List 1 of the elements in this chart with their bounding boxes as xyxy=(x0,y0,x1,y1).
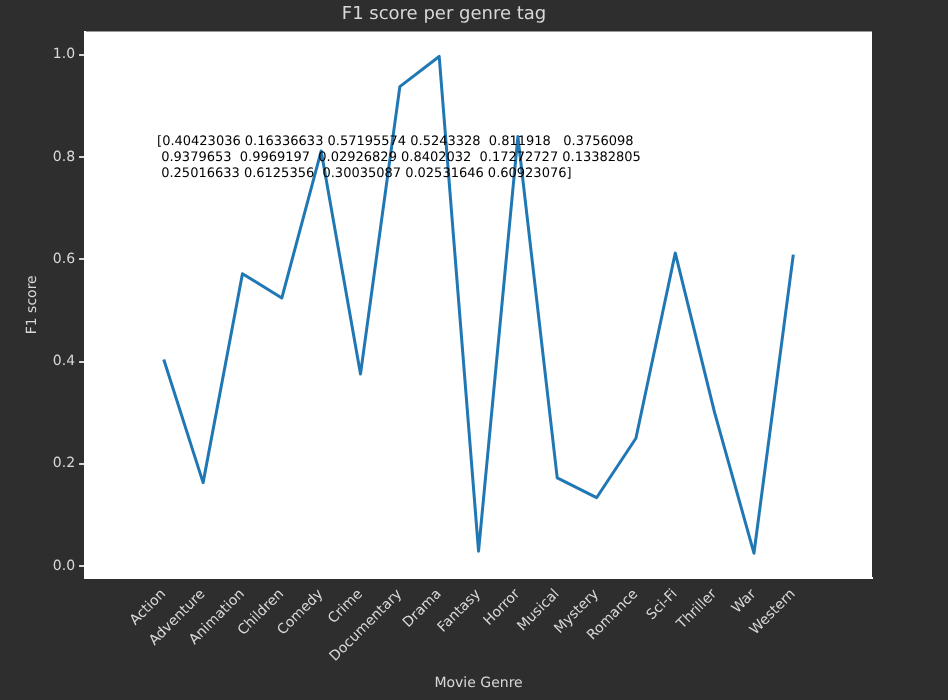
chart-title: F1 score per genre tag xyxy=(341,5,547,26)
